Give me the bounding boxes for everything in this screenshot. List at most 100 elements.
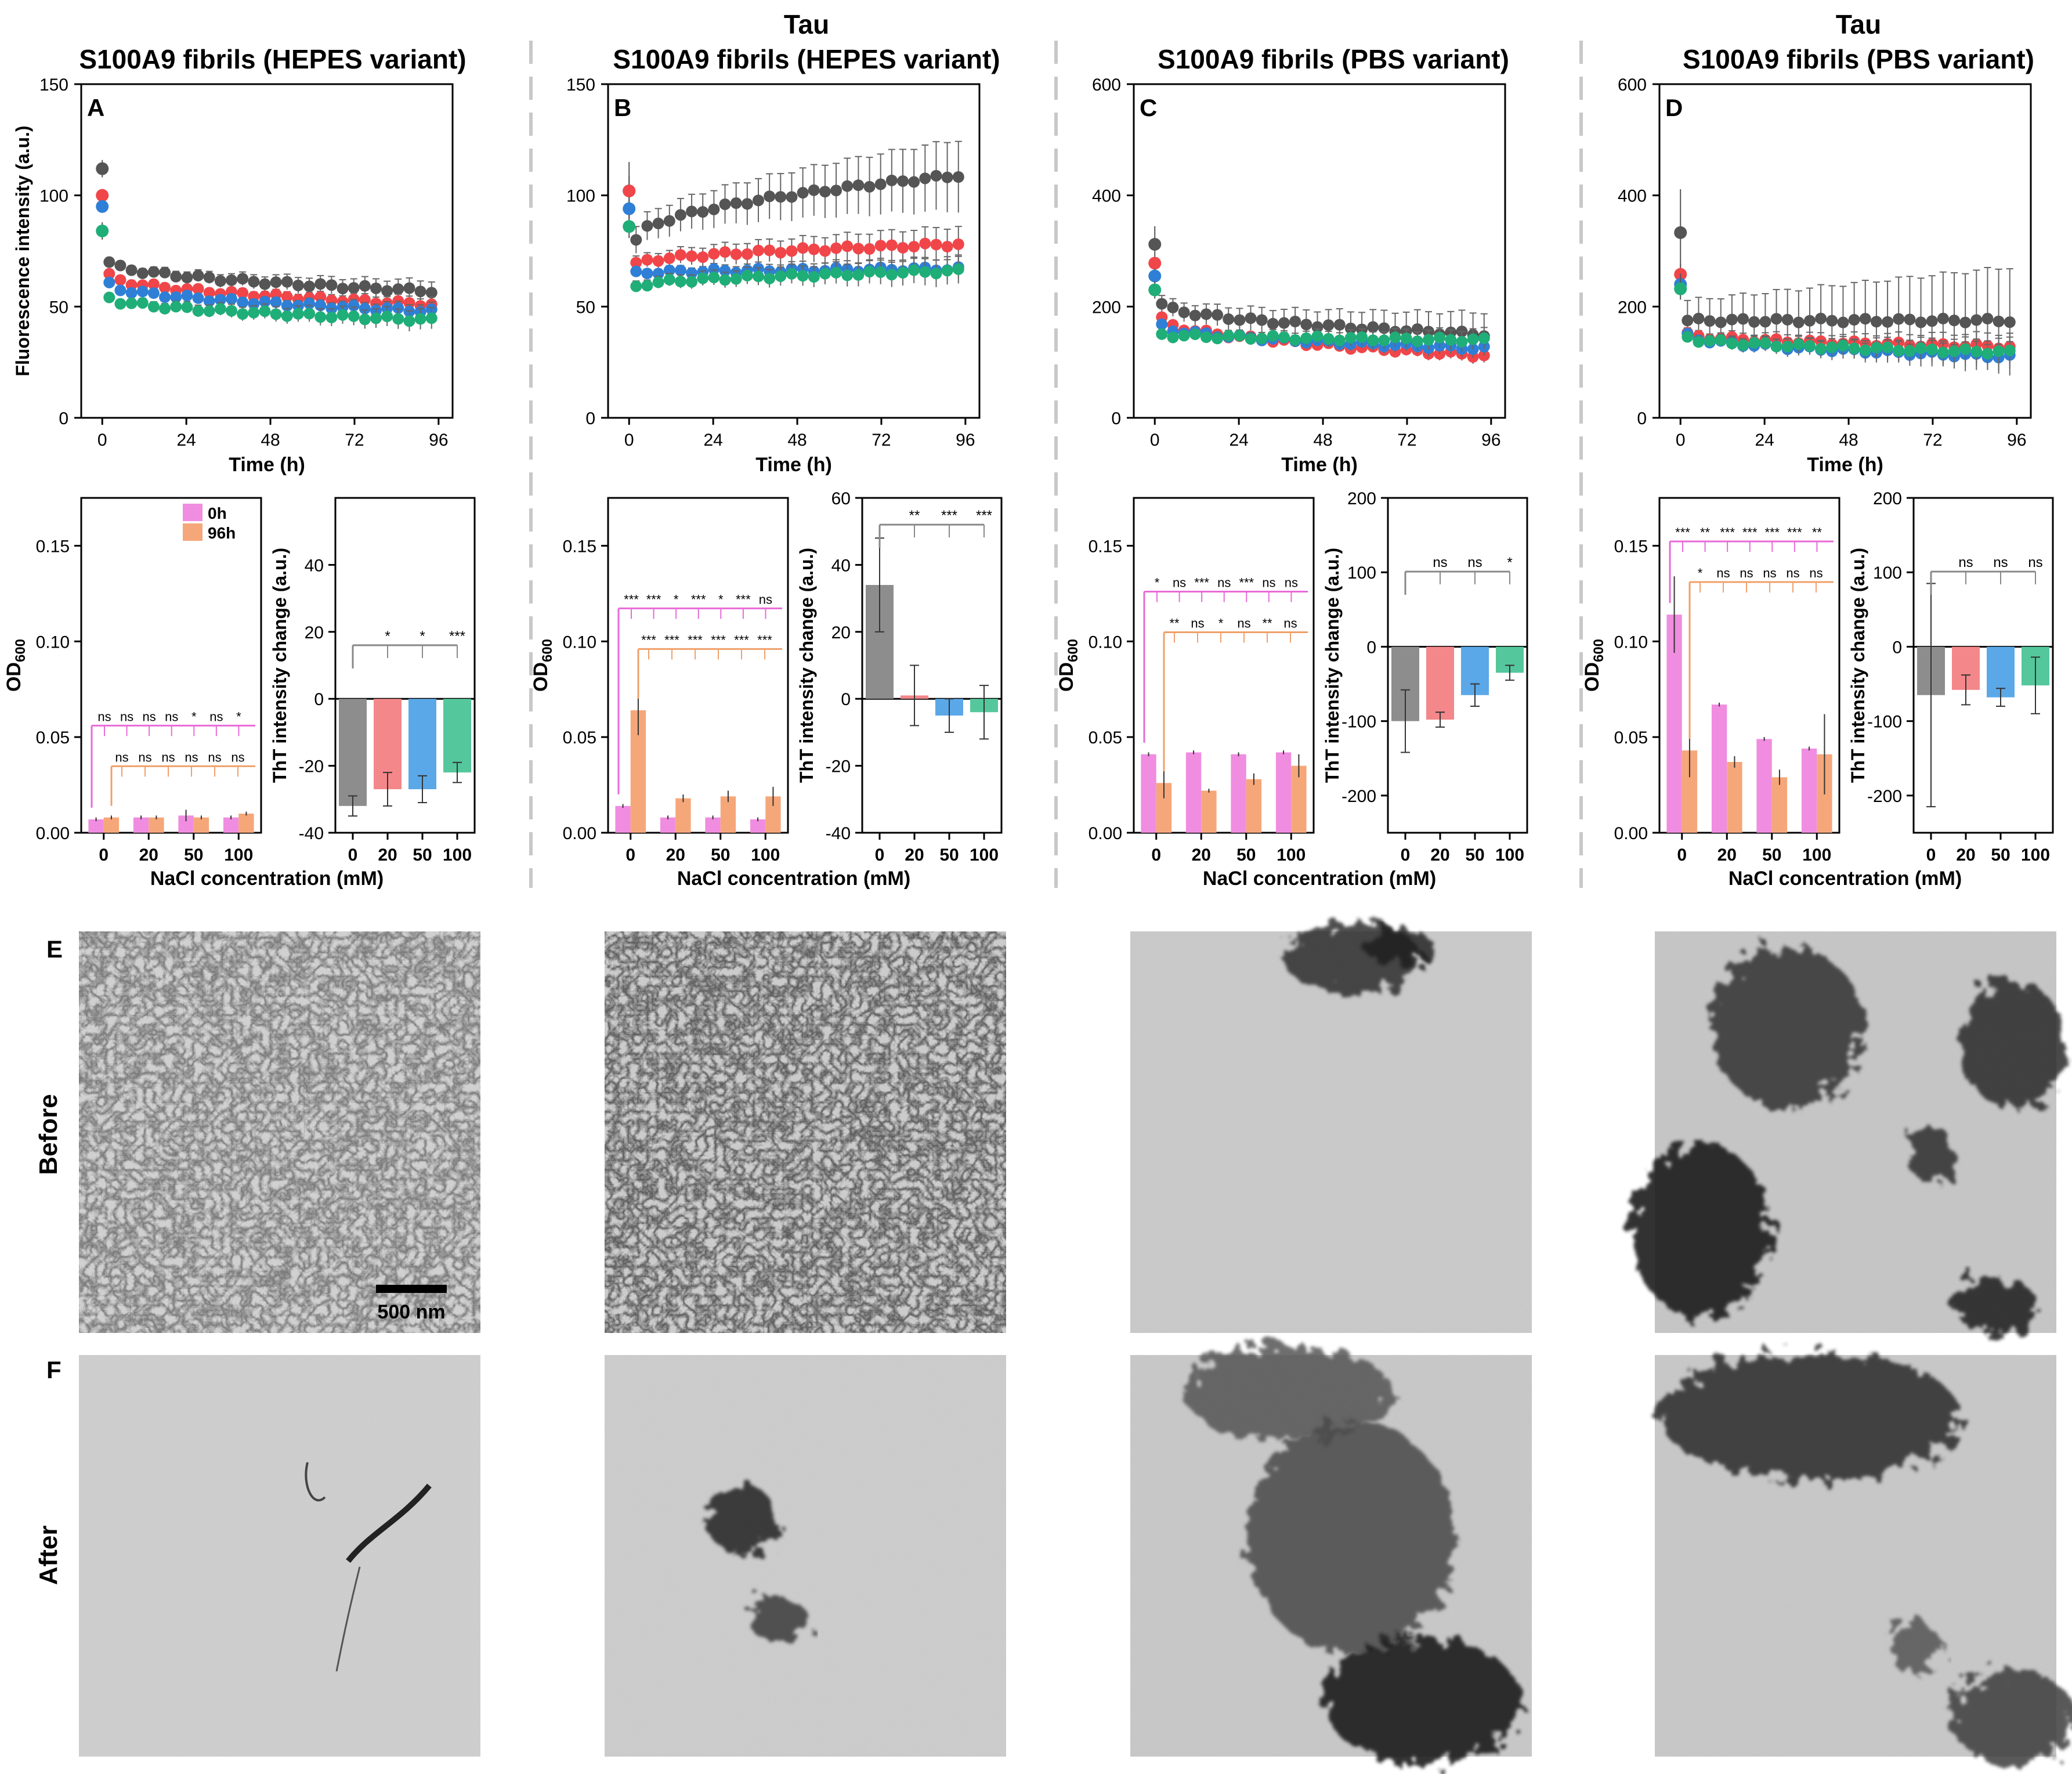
tc-point-B-0-3 (663, 215, 675, 227)
od-xtick-label-D-OD-3: 100 (1802, 846, 1831, 865)
tht-ytick-label-B-ThT-3: 20 (831, 623, 851, 642)
od-bar-0h-B-OD-3 (750, 819, 766, 833)
tc-point-D-0-26 (1970, 314, 1983, 326)
tht-ytick-label-C-ThT-4: 200 (1347, 489, 1376, 508)
tc-point-D-3-9 (1781, 341, 1793, 353)
tc-point-A-0-24 (370, 282, 382, 294)
od-sig-label-orange-C-OD-1: ns (1191, 616, 1204, 631)
tc-point-A-2-18 (303, 298, 316, 310)
tc-xlabel-A: Time (h) (229, 454, 305, 476)
od-sig-label-orange-D-OD-2: ns (1740, 566, 1753, 580)
tc-point-B-1-14 (786, 245, 798, 257)
tc-point-C-0-6 (1223, 313, 1235, 325)
tc-point-D-0-10 (1792, 316, 1805, 328)
tc-point-A-3-16 (281, 310, 293, 322)
tht-sig-label-B-ThT-2: *** (976, 508, 992, 523)
tc-point-C-0-14 (1311, 321, 1324, 333)
tc-point-C-3-18 (1356, 331, 1368, 343)
tc-point-A-0-18 (303, 280, 316, 292)
tc-point-B-0-28 (941, 171, 953, 183)
tc-point-B-3-23 (885, 269, 898, 281)
tc-point-B-1-6 (697, 251, 709, 263)
tc-point-A-0-7 (181, 272, 193, 284)
tc-point-A-3-26 (392, 313, 404, 325)
tc-point-B-0-22 (874, 178, 887, 190)
tc-point-D-3-19 (1893, 345, 1905, 357)
tc-point-D-0-17 (1870, 316, 1882, 328)
tc-point-C-3-12 (1289, 334, 1301, 346)
tc-point-D-3-21 (1915, 342, 1927, 355)
tc-point-D-0-12 (1815, 312, 1827, 324)
tc-point-D-0-28 (1993, 315, 2005, 327)
tc-point-A-3-t0 (96, 225, 109, 237)
od-sig-label-pink-A-OD-2: ns (143, 709, 156, 724)
od-sig-label-orange-A-OD-4: ns (208, 750, 221, 764)
tc-point-A-2-23 (359, 302, 371, 315)
od-axes-frame-C-OD (1133, 497, 1315, 834)
tc-xtick-label-C-4: 96 (1481, 431, 1500, 450)
tc-point-B-1-13 (775, 247, 787, 259)
tc-point-C-1-t0 (1148, 256, 1162, 270)
tc-point-C-0-15 (1322, 319, 1335, 331)
od-sig-label-pink-B-OD-6: ns (759, 592, 772, 606)
panel-letter-f: F (46, 1356, 62, 1383)
tc-point-D-0-6 (1748, 316, 1760, 328)
tc-point-A-3-21 (337, 309, 349, 321)
tht-sig-label-D-ThT-0: ns (1958, 555, 1973, 570)
tc-point-B-0-16 (808, 184, 820, 196)
od-xtick-label-A-OD-1: 20 (139, 846, 158, 865)
tc-point-A-0-8 (192, 269, 204, 281)
tc-point-D-0-21 (1915, 316, 1927, 328)
tc-point-D-3-13 (1826, 341, 1838, 353)
tc-point-C-3-25 (1434, 331, 1446, 344)
tc-point-B-3-8 (719, 274, 731, 286)
od-ytick-label-A-OD-2: 0.10 (36, 633, 70, 652)
tc-point-A-1-27 (403, 297, 415, 309)
tc-point-A-0-22 (348, 282, 360, 294)
od-sig-label-pink-D-OD-4: *** (1764, 525, 1780, 540)
tc-point-D-3-t0 (1674, 282, 1687, 295)
tc-point-A-0-13 (248, 276, 260, 288)
tc-point-C-0-12 (1289, 315, 1301, 327)
tc-point-B-0-21 (863, 180, 876, 193)
tc-point-B-3-20 (852, 269, 865, 281)
od-xlabel-C-OD: NaCl concentration (mM) (1203, 868, 1436, 890)
tht-ytick-label-B-ThT-2: 0 (841, 690, 851, 709)
tc-point-B-1-24 (897, 241, 909, 254)
tc-point-D-3-16 (1859, 344, 1871, 356)
tc-point-A-0-1 (114, 259, 126, 272)
od-sig-label-orange-D-OD-3: ns (1763, 566, 1776, 580)
tc-point-C-3-15 (1322, 333, 1335, 345)
tc-point-D-0-20 (1904, 313, 1916, 326)
tc-point-C-3-0 (1156, 328, 1168, 340)
tc-point-A-1-t0 (96, 189, 109, 202)
tc-point-B-2-8 (719, 265, 731, 277)
od-bar-96h-A-OD-3 (238, 814, 254, 833)
od-sig-label-orange-B-OD-5: *** (757, 633, 772, 647)
tc-point-D-0-25 (1959, 316, 1972, 328)
od-xtick-label-B-OD-3: 100 (751, 846, 780, 865)
tc-xlabel-B: Time (h) (755, 454, 832, 476)
tc-point-A-3-7 (181, 301, 193, 313)
tc-point-B-1-11 (752, 244, 764, 256)
tc-point-B-0-4 (674, 209, 686, 221)
tc-point-D-3-29 (2004, 344, 2016, 356)
od-sig-label-pink-B-OD-5: *** (736, 592, 751, 606)
od-xlabel-D-OD: NaCl concentration (mM) (1729, 868, 1962, 890)
tc-point-C-3-24 (1423, 334, 1435, 346)
tc-point-C-0-4 (1200, 308, 1212, 320)
tc-point-D-3-17 (1870, 342, 1882, 354)
tc-point-B-1-22 (874, 240, 887, 252)
tht-xtick-label-B-ThT-3: 100 (970, 846, 999, 865)
tc-point-A-2-22 (348, 299, 360, 312)
panel-letter-b: B (614, 94, 631, 121)
od-bar-0h-A-OD-0 (88, 819, 104, 833)
tc-xtick-label-B-4: 96 (956, 431, 975, 450)
tht-xtick-label-D-ThT-1: 20 (1956, 846, 1975, 865)
od-xtick-label-C-OD-1: 20 (1192, 846, 1211, 865)
tht-ytick-label-D-ThT-3: 100 (1873, 563, 1902, 583)
tc-point-D-0-24 (1948, 315, 1961, 327)
tc-xtick-label-B-1: 24 (703, 431, 722, 450)
tc-point-A-0-20 (326, 279, 338, 291)
od-sig-label-pink-A-OD-5: ns (209, 709, 223, 724)
